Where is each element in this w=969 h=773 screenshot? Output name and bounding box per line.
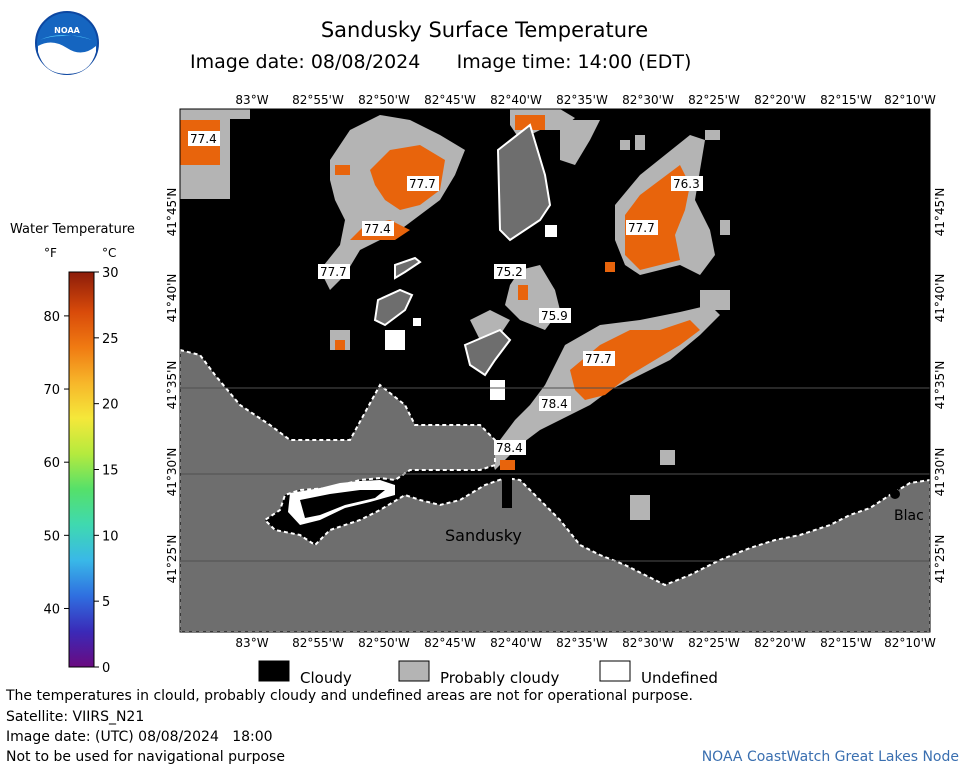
temp-label: 77.7	[628, 221, 655, 235]
lon-label-bottom: 82°25'W	[688, 636, 740, 650]
lon-label-bottom: 82°20'W	[754, 636, 806, 650]
page-title: Sandusky Surface Temperature	[320, 18, 649, 42]
lon-label-bottom: 82°30'W	[622, 636, 674, 650]
lat-label-left: 41°25'N	[165, 535, 179, 584]
c-tick-label: 20	[102, 398, 119, 413]
lon-label-top: 82°25'W	[688, 93, 740, 107]
legend-swatch-probably-cloudy	[398, 660, 430, 682]
lon-label-top: 82°50'W	[358, 93, 410, 107]
colorbar-gradient	[68, 271, 95, 668]
noaa-logo: NOAA	[35, 11, 99, 75]
f-tick-label: 40	[43, 602, 60, 617]
lon-label-bottom: 82°45'W	[424, 636, 476, 650]
temp-label: 75.9	[541, 309, 568, 323]
f-tick-label: 70	[43, 383, 60, 398]
image-time-label: Image time: 14:00 (EDT)	[456, 51, 692, 73]
temp-label: 78.4	[496, 441, 523, 455]
lat-label-right: 41°25'N	[933, 535, 947, 584]
legend-label-probably-cloudy: Probably cloudy	[440, 669, 559, 687]
lon-label-top: 82°40'W	[490, 93, 542, 107]
place-blac: Blac	[894, 508, 924, 524]
f-tick-label: 80	[43, 310, 60, 325]
sandusky-channel	[502, 470, 512, 508]
lon-label-top: 82°35'W	[556, 93, 608, 107]
image-date-time: Image date: 08/08/2024 Image time: 14:00…	[190, 51, 691, 73]
map-area	[180, 109, 930, 632]
legend-label-undefined: Undefined	[641, 669, 718, 687]
lat-label-left: 41°45'N	[165, 188, 179, 237]
lon-label-bottom: 82°40'W	[490, 636, 542, 650]
temp-label: 76.3	[673, 177, 700, 191]
graticule	[180, 387, 930, 562]
colorbar-c-unit: °C	[102, 246, 116, 260]
f-tick-label: 50	[43, 529, 60, 544]
temp-label: 77.7	[585, 352, 612, 366]
lon-label-top: 82°10'W	[884, 93, 936, 107]
c-tick-label: 30	[102, 266, 119, 281]
lat-label-right: 41°45'N	[933, 188, 947, 237]
lon-label-bottom: 82°55'W	[292, 636, 344, 650]
temp-label: 75.2	[496, 265, 523, 279]
temp-label: 77.4	[364, 222, 391, 236]
temp-label: 77.7	[409, 177, 436, 191]
lon-label-bottom: 82°15'W	[820, 636, 872, 650]
islands	[373, 123, 552, 377]
colorbar-title: Water Temperature	[10, 222, 135, 237]
lon-label-bottom: 83°W	[235, 636, 268, 650]
lon-label-top: 83°W	[235, 93, 268, 107]
nav-warning-text: Not to be used for navigational purpose	[6, 749, 285, 765]
lon-label-top: 82°55'W	[292, 93, 344, 107]
c-tick-label: 10	[102, 529, 119, 544]
disclaimer-text: The temperatures in clould, probably clo…	[6, 688, 693, 704]
lon-label-top: 82°15'W	[820, 93, 872, 107]
f-tick-label: 60	[43, 456, 60, 471]
map-frame	[179, 108, 931, 633]
lon-label-top: 82°30'W	[622, 93, 674, 107]
sandusky-bay-cloud	[300, 490, 385, 518]
c-tick-label: 5	[102, 595, 110, 610]
colorbar: Water Temperature °F °C 0 5 10 15 20 25 30 40 50…	[10, 222, 135, 676]
utc-date-text: Image date: (UTC) 08/08/2024 18:00	[6, 729, 273, 745]
colorbar-ticks: 0 5 10 15 20 25 30 40 50 60 70 80	[43, 266, 118, 676]
c-tick-label: 0	[102, 661, 110, 676]
temp-label: 77.4	[190, 132, 217, 146]
lat-label-left: 41°30'N	[165, 448, 179, 497]
temp-label: 77.7	[320, 265, 347, 279]
image-date-label: Image date: 08/08/2024	[190, 51, 421, 73]
lon-label-top: 82°45'W	[424, 93, 476, 107]
mask-legend: Cloudy Probably cloudy Undefined	[258, 660, 718, 687]
lat-label-left: 41°40'N	[165, 274, 179, 323]
legend-swatch-undefined	[599, 660, 631, 682]
satellite-text: Satellite: VIIRS_N21	[6, 709, 145, 725]
lon-label-top: 82°20'W	[754, 93, 806, 107]
c-tick-label: 25	[102, 332, 119, 347]
lat-label-right: 41°40'N	[933, 274, 947, 323]
blac-marker	[890, 489, 900, 499]
legend-swatch-cloudy	[258, 660, 290, 682]
lat-label-left: 41°35'N	[165, 361, 179, 410]
undefined-areas	[385, 225, 557, 400]
lat-label-right: 41°30'N	[933, 448, 947, 497]
c-tick-label: 15	[102, 464, 119, 479]
credit-text: NOAA CoastWatch Great Lakes Node	[701, 749, 959, 765]
lon-label-bottom: 82°50'W	[358, 636, 410, 650]
latitude-labels: 41°45'N 41°40'N 41°35'N 41°30'N 41°25'N …	[165, 188, 947, 584]
colorbar-f-unit: °F	[44, 246, 57, 260]
longitude-labels: 83°W 82°55'W 82°50'W 82°45'W 82°40'W 82°…	[235, 93, 936, 650]
temp-label: 78.4	[541, 397, 568, 411]
legend-label-cloudy: Cloudy	[300, 669, 352, 687]
temperature-labels: 77.4 77.7 77.4 77.7 75.2 75.9 76.3 77.7 …	[188, 131, 703, 455]
noaa-logo-text: NOAA	[54, 26, 80, 35]
lon-label-bottom: 82°10'W	[884, 636, 936, 650]
place-sandusky: Sandusky	[445, 526, 522, 545]
lat-label-right: 41°35'N	[933, 361, 947, 410]
lon-label-bottom: 82°35'W	[556, 636, 608, 650]
